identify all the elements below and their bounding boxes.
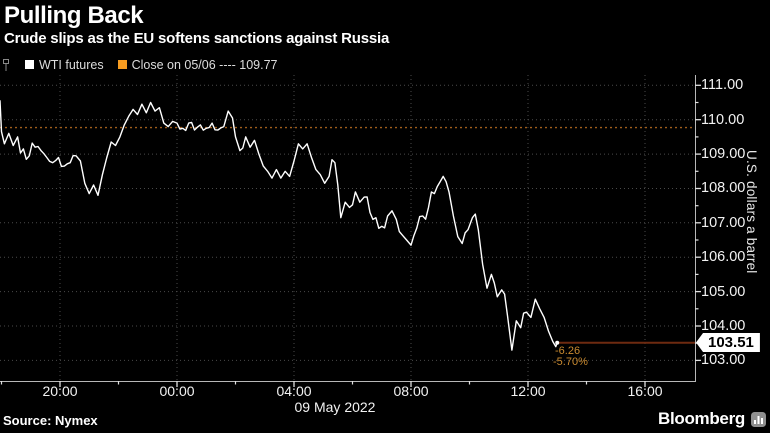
- legend: WTI futures Close on 05/06 ---- 109.77: [3, 57, 278, 72]
- legend-item-close: Close on 05/06 ---- 109.77: [117, 57, 278, 72]
- x-axis-tick-label: 00:00: [159, 383, 195, 399]
- legend-label-wti: WTI futures: [39, 57, 104, 72]
- y-axis-tick-label: 105.00: [701, 284, 746, 300]
- y-axis-tick-label: 103.00: [701, 352, 746, 368]
- x-axis-date-label: 09 May 2022: [294, 399, 376, 415]
- y-axis-unit-label: U.S. dollars a barrel: [744, 150, 759, 274]
- y-axis-tick-label: 108.00: [701, 180, 746, 196]
- source-label: Source: Nymex: [3, 413, 98, 428]
- y-axis-tick-label: 104.00: [701, 318, 746, 334]
- legend-key-icon: [3, 58, 11, 71]
- close-swatch-icon: [117, 60, 127, 69]
- y-axis-tick-label: 107.00: [701, 215, 746, 231]
- last-price-tag: 103.51: [696, 333, 760, 352]
- chart-subtitle: Crude slips as the EU softens sanctions …: [4, 30, 390, 47]
- legend-label-close: Close on 05/06 ---- 109.77: [131, 57, 278, 72]
- bloomberg-wordmark: Bloomberg: [657, 409, 745, 428]
- y-axis-tick-label: 110.00: [701, 112, 745, 128]
- x-axis-tick-label: 04:00: [276, 383, 312, 399]
- x-axis-tick-label: 08:00: [393, 383, 429, 399]
- wti-swatch-icon: [25, 60, 34, 69]
- page-title: Pulling Back: [4, 2, 144, 29]
- x-axis-tick-label: 12:00: [510, 383, 546, 399]
- bloomberg-logo: Bloomberg: [658, 409, 766, 429]
- legend-item-wti: WTI futures: [25, 58, 104, 72]
- bloomberg-chart-icon: [751, 411, 766, 427]
- y-axis-tick-label: 111.00: [701, 77, 744, 93]
- x-axis-tick-label: 20:00: [42, 383, 78, 399]
- pct-change-annotation: -5.70%: [553, 356, 588, 368]
- y-axis-tick-label: 106.00: [701, 249, 746, 265]
- change-annotation: -6.26: [555, 345, 581, 357]
- x-axis-tick-label: 16:00: [627, 383, 663, 399]
- y-axis-tick-label: 109.00: [701, 146, 746, 162]
